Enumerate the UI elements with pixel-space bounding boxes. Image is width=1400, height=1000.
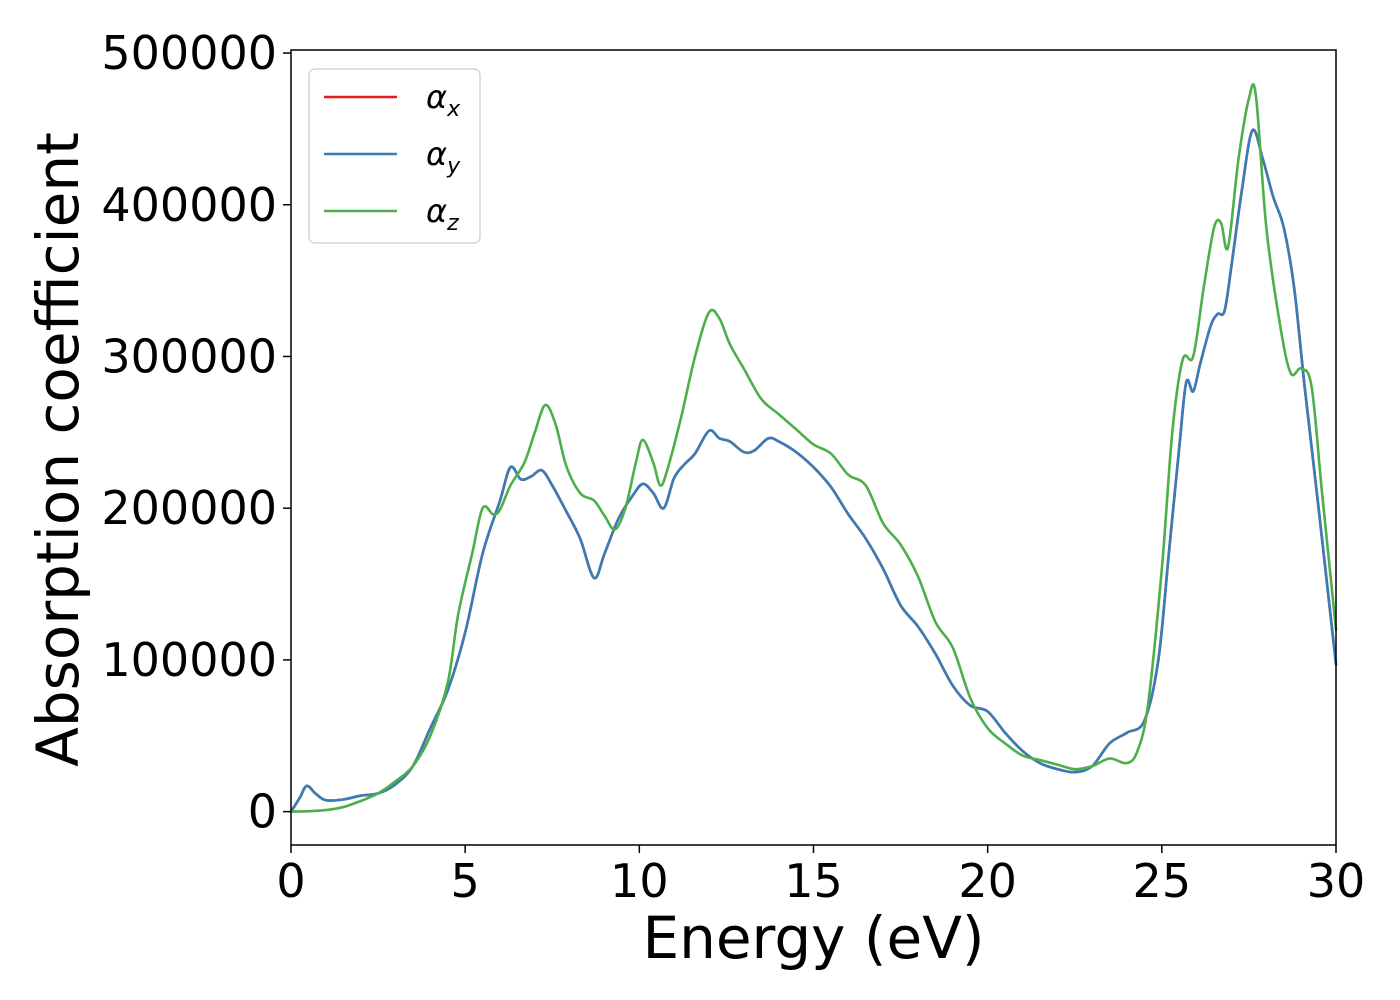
x-tick-label: 15	[784, 854, 843, 908]
series-line-alpha-y	[289, 128, 1338, 813]
y-tick-label: 200000	[101, 481, 277, 535]
legend-label-alpha-z: αz	[426, 192, 459, 236]
y-axis-label: Absorption coefficient	[24, 132, 92, 767]
legend-label-alpha-y: αy	[426, 135, 461, 179]
y-tick-label: 500000	[101, 26, 277, 80]
series-layer	[289, 82, 1338, 813]
x-tick-label: 5	[451, 854, 480, 908]
y-tick-label: 400000	[101, 178, 277, 232]
x-tick-label: 10	[610, 854, 669, 908]
x-axis-label: Energy (eV)	[642, 904, 984, 972]
y-tick-label: 300000	[101, 329, 277, 383]
x-tick-label: 30	[1307, 854, 1366, 908]
x-tick-label: 20	[958, 854, 1017, 908]
x-axis-ticks: 0 5 10 15 20 25 30	[276, 845, 1365, 908]
series-line-alpha-z	[289, 82, 1338, 813]
y-tick-label: 0	[248, 785, 277, 839]
legend-items: αx αy αz	[324, 78, 461, 236]
y-tick-label: 100000	[101, 633, 277, 687]
legend-box	[308, 68, 481, 244]
x-tick-label: 0	[276, 854, 305, 908]
legend-label-alpha-x: αx	[426, 78, 461, 122]
x-tick-label: 25	[1133, 854, 1192, 908]
y-axis-ticks: 0 100000 200000 300000 400000 500000	[101, 26, 291, 839]
legend: αx αy αz	[308, 68, 481, 244]
